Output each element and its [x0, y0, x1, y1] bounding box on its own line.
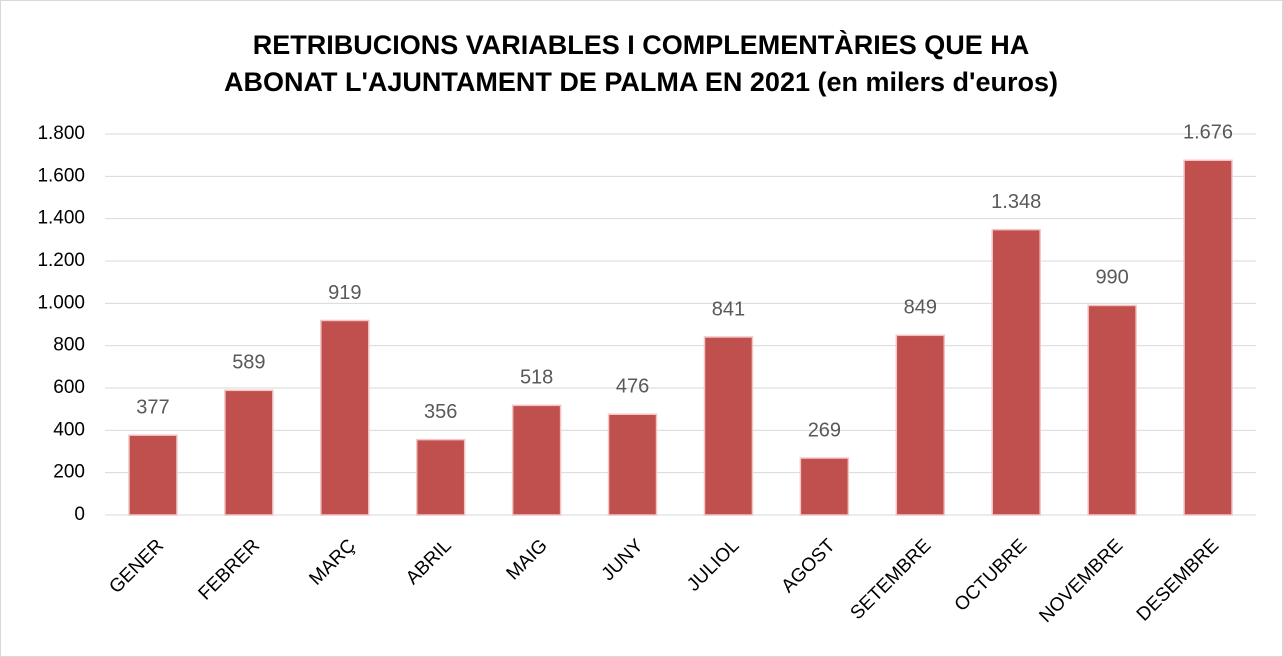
value-label: 919 — [328, 282, 361, 304]
bar — [1087, 304, 1137, 516]
value-label: 589 — [232, 352, 265, 374]
value-label: 841 — [712, 298, 745, 320]
bar — [1183, 159, 1233, 516]
value-label: 476 — [616, 376, 649, 398]
y-tick-label: 0 — [74, 504, 85, 525]
bar — [224, 389, 274, 516]
value-label: 1.676 — [1183, 122, 1233, 144]
bar — [511, 404, 562, 516]
bar — [991, 228, 1041, 516]
y-tick-label: 800 — [53, 335, 85, 356]
value-label: 990 — [1095, 267, 1128, 289]
chart-title: ABONAT L'AJUNTAMENT DE PALMA EN 2021 (en… — [224, 67, 1058, 97]
y-tick-label: 200 — [53, 462, 85, 483]
value-label: 518 — [520, 367, 553, 389]
value-label: 269 — [808, 419, 841, 441]
y-tick-label: 600 — [53, 377, 85, 398]
y-tick-label: 1.400 — [37, 208, 85, 229]
bar — [703, 336, 754, 516]
y-tick-label: 1.200 — [37, 250, 85, 271]
y-tick-label: 400 — [53, 419, 85, 440]
bar — [320, 319, 370, 516]
y-tick-label: 1.000 — [37, 292, 85, 313]
bar — [895, 334, 946, 516]
value-label: 356 — [424, 401, 457, 423]
bar — [128, 434, 178, 516]
bar — [415, 438, 466, 516]
bar — [607, 413, 658, 516]
y-tick-label: 1.600 — [37, 165, 85, 186]
value-label: 1.348 — [991, 191, 1041, 213]
value-label: 849 — [904, 297, 937, 319]
value-label: 377 — [136, 396, 169, 418]
chart-title: RETRIBUCIONS VARIABLES I COMPLEMENTÀRIES… — [253, 29, 1030, 60]
bar — [799, 457, 850, 516]
y-tick-label: 1.800 — [37, 123, 85, 144]
